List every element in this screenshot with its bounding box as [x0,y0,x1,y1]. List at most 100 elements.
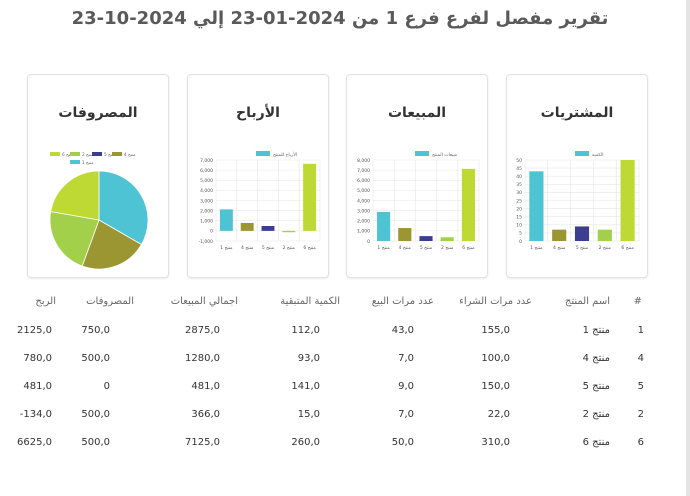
bar [552,229,567,241]
header-name: اسم المنتج [564,296,610,307]
x-tick-label: منتج 5 [420,245,433,251]
cell-profit: 6625,0 [17,437,52,448]
bar [398,228,412,241]
cell-sales: 9,0 [398,381,414,392]
header-profit: الربح [35,296,56,307]
x-tick-label: منتج 1 [377,245,390,251]
cell-total-sales: 7125,0 [185,437,220,448]
cell-index: 5 [637,381,644,392]
y-tick-label: 35 [516,182,522,188]
y-tick-label: 2,000 [200,208,213,214]
header-index: # [633,296,642,307]
cell-total-sales: 366,0 [191,409,220,420]
legend-swatch [256,151,270,156]
profits-chart-title: الأرباح [236,105,280,121]
y-tick-label: 1,000 [200,219,213,225]
cell-total-sales: 1280,0 [185,353,220,364]
legend-swatch [575,151,589,156]
sales-chart-title: المبيعات [387,105,447,121]
cell-purchases: 150,0 [481,381,510,392]
y-tick-label: 30 [516,190,522,196]
y-tick-label: 0 [367,239,370,245]
y-tick-label: 5,000 [357,188,370,194]
expenses-chart-card: المصروفات منتج 6 منتج 2 منتج 5 منتج 4 منتج 1 [27,74,169,278]
cell-sales: 50,0 [391,437,414,448]
cell-profit: 481,0 [23,381,52,392]
cell-sales: 7,0 [398,353,414,364]
x-tick-label: منتج 5 [262,245,275,251]
y-tick-label: 0 [210,229,213,235]
pie-slice [98,170,149,246]
bar [529,171,544,241]
x-tick-label: منتج 2 [283,245,296,251]
bar [419,236,433,241]
bar [461,168,475,241]
report-title: تقرير مفصل لفرع فرع 1 من 2024-01-23 إلي … [71,8,609,29]
legend-swatch [70,160,80,164]
y-tick-label: -1,000 [198,239,213,245]
header-total-sales: اجمالي المبيعات [170,296,238,307]
x-tick-label: منتج 2 [441,245,454,251]
legend-swatch [50,152,60,156]
cell-index: 6 [637,437,644,448]
legend-label: منتج 1 [82,160,93,165]
cell-expenses: 500,0 [81,409,110,420]
y-tick-label: 40 [516,174,522,180]
cell-sales: 7,0 [398,409,414,420]
purchases-chart: الكمية 0 5 10 15 20 25 30 35 40 45 50 منتج 1 منتج 4 من… [516,151,640,251]
bar [219,209,233,231]
legend-label: مبيعات المنتج [432,153,458,158]
legend-label: منتج 6 [62,152,73,157]
cell-index: 1 [637,325,644,336]
header-remaining: الكمية المتبقية [280,296,340,307]
x-tick-label: منتج 1 [220,245,233,251]
header-purchases: عدد مرات الشراء [459,296,532,307]
cell-remaining: 15,0 [297,409,320,420]
y-tick-label: 1,000 [357,229,370,235]
expenses-chart-title: المصروفات [58,105,138,121]
y-tick-label: 7,000 [357,168,370,174]
cell-index: 4 [637,353,644,364]
y-tick-label: 10 [516,223,522,229]
header-expenses: المصروفات [86,296,134,307]
y-tick-label: 3,000 [200,198,213,204]
cell-profit: -134,0 [19,409,52,420]
cell-purchases: 155,0 [481,325,510,336]
x-tick-label: منتج 4 [553,245,566,251]
legend-label: الكمية [592,152,603,158]
bar [574,226,590,241]
cell-remaining: 112,0 [291,325,320,336]
x-tick-label: منتج 1 [530,245,543,251]
cell-total-sales: 481,0 [191,381,220,392]
cell-sales: 43,0 [391,325,414,336]
cell-index: 2 [637,409,644,420]
y-tick-label: 50 [516,158,522,164]
expenses-pie-chart: منتج 6 منتج 2 منتج 5 منتج 4 منتج 1 [49,152,149,270]
legend-swatch [415,151,429,156]
cell-total-sales: 2875,0 [185,325,220,336]
cell-expenses: 0 [103,381,110,392]
bar [620,160,635,241]
pie-slice [50,170,100,221]
legend-label: منتج 2 [82,152,93,157]
y-tick-label: 2,000 [357,219,370,225]
cell-purchases: 310,0 [481,437,510,448]
cell-name: منتج 5 [582,381,610,392]
cell-expenses: 500,0 [81,353,110,364]
y-tick-label: 4,000 [357,198,370,204]
y-tick-label: 5,000 [200,178,213,184]
x-tick-label: منتج 6 [462,245,475,251]
cell-purchases: 22,0 [487,409,510,420]
cell-name: منتج 1 [582,325,610,336]
bar [597,229,612,241]
cell-remaining: 141,0 [291,381,320,392]
purchases-chart-title: المشتريات [540,105,614,121]
profits-chart: الأرباح للمنتج -1,000 0 1,000 2,000 3,000 4,00… [198,151,321,251]
bar [377,211,391,241]
cell-expenses: 500,0 [81,437,110,448]
cell-expenses: 750,0 [81,325,110,336]
cell-name: منتج 6 [582,437,610,448]
y-tick-label: 5 [519,231,522,237]
x-tick-label: منتج 6 [621,245,634,251]
y-tick-label: 20 [516,206,522,212]
